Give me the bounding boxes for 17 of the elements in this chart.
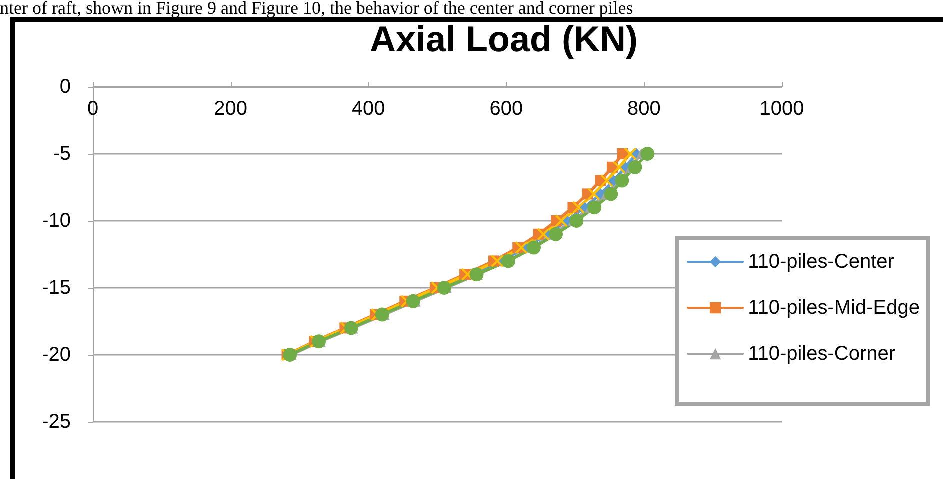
y-tick-label: -25: [42, 411, 71, 433]
legend-label: 110-piles-Center: [748, 251, 895, 273]
x-tick-label: 800: [628, 98, 661, 120]
text: nter of raft, shown in Figure 9 and Figure 10, the behavior of the center and corner piles: [0, 0, 634, 18]
x-tick-label: 200: [214, 98, 248, 120]
y-tick-label: -10: [42, 210, 71, 232]
legend-label: 110-piles-Corner: [748, 343, 896, 365]
x-tick-label: 1000: [760, 98, 804, 120]
y-tick-label: -20: [42, 344, 71, 366]
x-tick-label: 600: [490, 98, 524, 120]
legend-label: 110-piles-Mid-Edge: [748, 297, 920, 319]
x-tick-label: 400: [352, 98, 386, 120]
chart-title: Axial Load (KN): [370, 18, 638, 60]
y-tick-label: 0: [60, 76, 71, 98]
y-tick-label: -5: [53, 143, 71, 165]
x-tick-label: 0: [87, 98, 99, 120]
y-tick-label: -15: [42, 277, 71, 299]
